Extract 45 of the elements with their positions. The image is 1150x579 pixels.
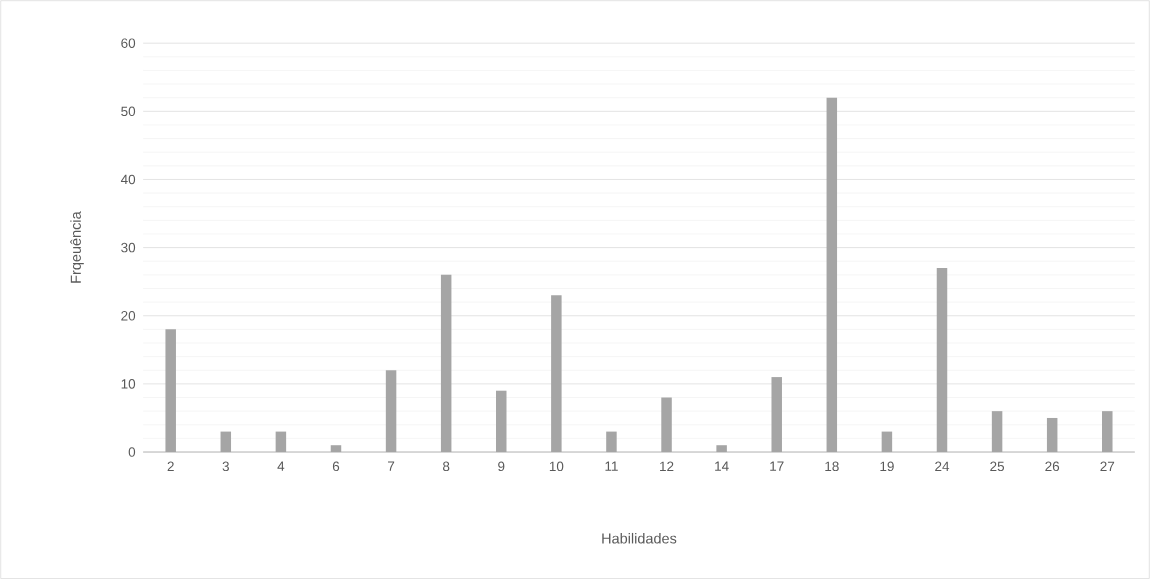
bar <box>220 431 232 452</box>
x-tick-label: 8 <box>443 461 450 471</box>
bar <box>551 295 562 452</box>
y-tick-label: 40 <box>120 174 136 185</box>
bar <box>936 267 948 452</box>
bar <box>1102 411 1113 452</box>
x-tick-label: 25 <box>990 461 1005 471</box>
x-tick-label: 3 <box>222 461 229 471</box>
x-tick-label: 7 <box>388 461 395 471</box>
x-tick-label: 18 <box>825 461 839 471</box>
bar <box>991 411 1003 452</box>
x-tick-label: 10 <box>549 461 564 471</box>
x-tick-label: 4 <box>277 461 285 471</box>
bar <box>165 329 176 452</box>
bar <box>440 274 452 452</box>
bar <box>771 376 782 452</box>
x-tick-label: 14 <box>715 461 729 471</box>
bar <box>1046 417 1058 452</box>
bar <box>330 445 342 452</box>
x-tick-label: 26 <box>1045 461 1060 471</box>
y-tick-label: 20 <box>121 310 136 321</box>
y-axis-title: Frqeuência <box>70 211 84 283</box>
y-tick-label: 60 <box>121 38 136 48</box>
x-tick-label: 17 <box>770 461 784 471</box>
x-tick-label: 2 <box>167 461 174 471</box>
y-tick-label: 10 <box>121 379 136 389</box>
x-tick-label: 24 <box>935 461 950 471</box>
bar <box>826 97 838 452</box>
y-tick-label: 0 <box>128 447 136 457</box>
x-tick-label: 11 <box>605 461 618 471</box>
bar <box>716 445 727 452</box>
x-tick-label: 9 <box>498 461 505 471</box>
x-tick-label: 19 <box>880 461 894 471</box>
x-tick-label: 12 <box>660 461 674 471</box>
x-tick-label: 6 <box>332 461 340 471</box>
y-tick-label: 30 <box>121 242 136 253</box>
bar <box>606 431 617 452</box>
x-axis-title: Habilidades <box>602 532 677 544</box>
bar <box>496 390 507 452</box>
x-tick-label: 27 <box>1100 461 1115 471</box>
bar <box>275 431 287 452</box>
y-tick-label: 50 <box>121 106 136 116</box>
bar <box>881 431 893 452</box>
bar <box>661 397 672 452</box>
bar <box>385 370 397 452</box>
